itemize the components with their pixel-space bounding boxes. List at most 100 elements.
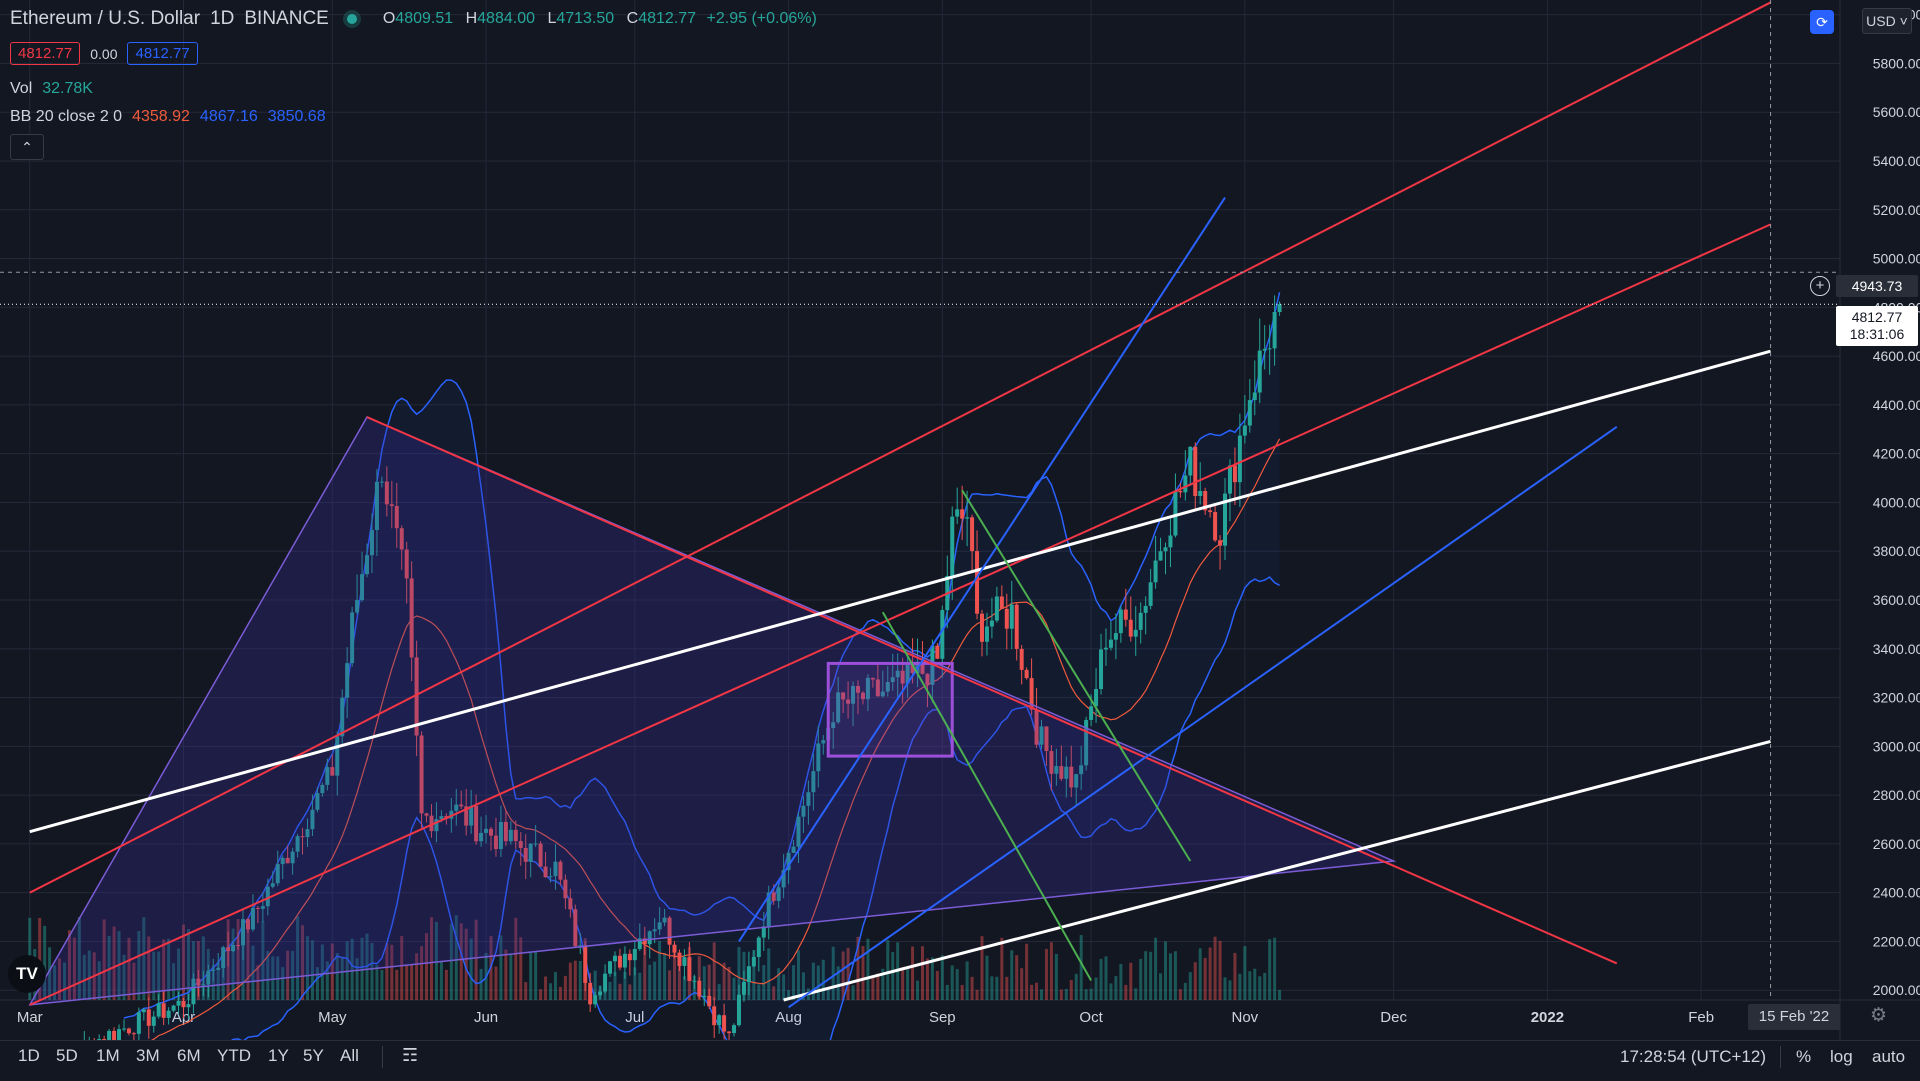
volume-bar	[345, 941, 349, 1000]
buy-button[interactable]: 4812.77	[127, 42, 198, 65]
gear-icon[interactable]: ⚙	[1870, 1005, 1888, 1026]
tradingview-logo[interactable]: TV	[8, 955, 46, 993]
candle-body	[117, 1029, 122, 1040]
volume-bar	[945, 984, 949, 1000]
volume-bar	[841, 951, 845, 1000]
volume-bar	[757, 984, 761, 1000]
volume-bar	[201, 936, 205, 1000]
price-tick-label: 2000.00	[1873, 982, 1920, 998]
symbol-title[interactable]: Ethereum / U.S. Dollar	[10, 8, 201, 29]
candle-body	[1089, 706, 1094, 720]
candle-body	[206, 970, 211, 985]
volume-bar	[821, 959, 825, 1000]
price-chart[interactable]: 2000.00 2200.00 2400.00 2600.00 2800.00 3000.…	[0, 0, 1920, 1040]
bb-band-fill	[124, 292, 1280, 1040]
candle-body	[1237, 435, 1242, 483]
volume-bar	[623, 971, 627, 1000]
autoscale-button[interactable]: ⟳	[1810, 10, 1834, 34]
candle-body	[419, 735, 424, 814]
candle-body	[940, 610, 945, 659]
volume-bar	[246, 922, 250, 1000]
volume-bar	[618, 983, 622, 1000]
bb-legend[interactable]: BB 20 close 2 0 4358.92 4867.16 3850.68	[10, 108, 326, 126]
candle-body	[191, 978, 196, 1005]
candle-body	[880, 691, 885, 697]
bb-basis-value: 4358.92	[132, 108, 190, 125]
bb-lower-line	[230, 576, 1280, 1040]
candle-body	[245, 919, 250, 930]
clock-label[interactable]: 17:28:54 (UTC+12)	[1620, 1047, 1766, 1066]
calendar-icon[interactable]: ☶	[402, 1045, 419, 1065]
log-toggle[interactable]: log	[1830, 1047, 1853, 1066]
candle-body	[503, 821, 508, 842]
candle-body	[558, 861, 563, 880]
volume-bar	[1119, 963, 1123, 1000]
candle-body	[280, 857, 285, 865]
candle-body	[1074, 774, 1079, 788]
candle-body	[1267, 348, 1272, 350]
candle-body	[851, 686, 856, 704]
range-6m-button[interactable]: 6M	[177, 1046, 201, 1065]
candle-body	[846, 699, 851, 704]
volume-bar	[613, 971, 617, 1000]
volume-legend[interactable]: Vol 32.78K	[10, 80, 93, 98]
volume-value: 32.78K	[42, 80, 93, 97]
candle-body	[1203, 490, 1208, 511]
volume-bar	[816, 965, 820, 1000]
volume-bar	[856, 936, 860, 1000]
candle-body	[741, 981, 746, 995]
candle-body	[265, 886, 270, 907]
volume-bar	[177, 948, 181, 1000]
collapse-legend-button[interactable]: ⌃	[10, 134, 44, 160]
currency-select[interactable]: USD ˅	[1862, 8, 1912, 34]
candle-body	[622, 953, 627, 968]
auto-toggle[interactable]: auto	[1872, 1047, 1906, 1066]
candle-body	[414, 657, 419, 736]
range-3m-button[interactable]: 3M	[136, 1046, 160, 1065]
range-all-button[interactable]: All	[340, 1046, 359, 1065]
range-1y-button[interactable]: 1Y	[268, 1046, 289, 1065]
volume-bar	[335, 953, 339, 1000]
volume-bar	[682, 976, 686, 1000]
candle-body	[712, 1006, 717, 1026]
candle-body	[379, 481, 384, 483]
candle-body	[1227, 465, 1232, 494]
range-ytd-button[interactable]: YTD	[217, 1046, 251, 1065]
candle-body	[1247, 400, 1252, 426]
candle-body	[702, 996, 707, 998]
interval-label[interactable]: 1D	[210, 8, 235, 29]
volume-bar	[1010, 950, 1014, 1000]
volume-bar	[831, 946, 835, 1000]
volume-bar	[871, 977, 875, 1000]
candle-body	[1277, 304, 1282, 313]
candle-body	[746, 966, 751, 982]
range-1m-button[interactable]: 1M	[96, 1046, 120, 1065]
percent-toggle[interactable]: %	[1796, 1047, 1812, 1066]
volume-bar	[658, 941, 662, 1000]
candle-body	[791, 846, 796, 853]
volume-bar	[846, 947, 850, 1000]
time-tick-label: Sep	[929, 1009, 956, 1026]
volume-bar	[876, 973, 880, 1000]
volume-bar	[395, 969, 399, 1000]
candle-body	[578, 945, 583, 947]
candle-body	[1232, 465, 1237, 483]
candle-body	[528, 843, 533, 862]
candle-body	[593, 995, 598, 1005]
volume-bar	[216, 962, 220, 1000]
candle-body	[657, 922, 662, 930]
chevron-up-icon: ⌃	[21, 138, 33, 155]
ohlc-values: O4809.51 H4884.00 L4713.50 C4812.77 +2.9…	[382, 10, 817, 27]
volume-bar	[256, 965, 260, 1000]
candle-body	[523, 847, 528, 862]
add-alert-icon[interactable]: +	[1810, 276, 1830, 296]
range-5d-button[interactable]: 5D	[56, 1046, 78, 1065]
candle-body	[816, 743, 821, 772]
sell-button[interactable]: 4812.77	[10, 42, 81, 65]
range-5y-button[interactable]: 5Y	[303, 1046, 324, 1065]
candle-body	[925, 673, 930, 685]
range-1d-button[interactable]: 1D	[18, 1046, 40, 1065]
candle-body	[573, 909, 578, 947]
red-channel-line	[29, 1, 1772, 894]
volume-bar	[261, 921, 265, 1000]
